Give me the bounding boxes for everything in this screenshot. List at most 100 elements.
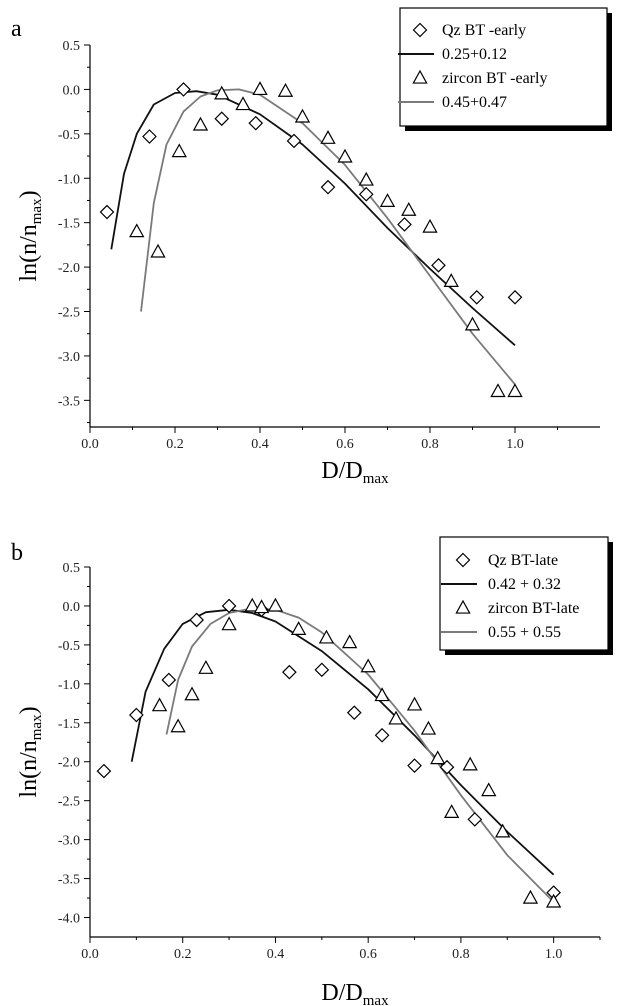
legend-triangle-marker — [412, 69, 428, 84]
y-tick-label: -1.0 — [58, 678, 80, 693]
triangle-marker — [341, 634, 358, 649]
legend-label: 0.45+0.47 — [442, 94, 507, 111]
x-tick-label: 0.8 — [452, 947, 470, 962]
diamond-marker — [431, 257, 446, 273]
diamond-marker — [346, 705, 362, 721]
triangle-marker — [267, 597, 284, 612]
panel-label: a — [11, 16, 22, 42]
triangle-marker — [360, 658, 376, 673]
y-tick-label: 0.5 — [63, 561, 81, 576]
y-tick-label: -1.0 — [58, 172, 80, 187]
triangle-marker — [253, 599, 270, 614]
legend-box — [399, 7, 608, 127]
triangle-marker — [192, 116, 209, 131]
legend: Qz BT-late 0.42 + 0.32 zircon BT-late 0.55 … — [439, 536, 613, 655]
legend-label: Qz BT -early — [442, 22, 526, 39]
panel-label: b — [11, 540, 23, 566]
triangle-marker — [198, 660, 214, 674]
legend-label: 0.42 + 0.32 — [488, 576, 561, 593]
y-tick-label: 0.0 — [63, 83, 81, 98]
y-axis-title-main: ln(n/n — [16, 740, 42, 797]
triangle-marker — [443, 273, 459, 287]
triangle-marker — [422, 218, 438, 233]
x-tick-label: 0.0 — [81, 437, 99, 452]
triangle-marker — [277, 82, 294, 97]
x-axis-title: D/Dmax — [321, 980, 389, 1006]
diamond-marker — [161, 672, 177, 688]
x-axis-title-main: D/D — [321, 980, 362, 1006]
diamond-marker — [129, 707, 144, 723]
y-axis-title-close: ) — [16, 706, 42, 714]
triangle-marker — [129, 223, 145, 238]
x-tick-label: 0.0 — [81, 947, 99, 962]
y-axis-title: ln(n/nmax) — [16, 190, 45, 281]
legend-label: 0.25+0.12 — [442, 46, 507, 63]
fit-curve — [130, 608, 555, 876]
triangle-marker — [171, 143, 187, 158]
y-tick-label: -1.5 — [58, 217, 80, 232]
y-axis-title: ln(n/nmax) — [16, 706, 45, 797]
x-tick-label: 0.2 — [174, 947, 192, 962]
legend: Qz BT -early 0.25+0.12 zircon BT -early 0.4… — [398, 7, 612, 131]
y-tick-label: 0.5 — [63, 39, 81, 54]
triangle-marker — [290, 621, 307, 635]
y-tick-label: -2.0 — [58, 261, 80, 276]
fit-curve — [140, 88, 516, 385]
triangle-marker — [464, 316, 481, 331]
x-tick-label: 0.2 — [166, 437, 184, 452]
x-tick-label: 0.4 — [251, 437, 269, 452]
triangle-marker — [374, 687, 390, 702]
legend-label: Qz BT-late — [488, 552, 558, 569]
diamond-marker — [407, 758, 422, 773]
diamond-marker — [467, 812, 483, 827]
x-tick-label: 0.4 — [267, 947, 285, 962]
x-tick-label: 0.6 — [359, 947, 377, 962]
diamond-marker — [214, 111, 230, 127]
triangle-marker — [388, 710, 404, 725]
diamond-marker — [314, 662, 330, 678]
fit-curve — [165, 607, 555, 903]
y-axis-title-close: ) — [16, 190, 42, 198]
x-axis-title: D/Dmax — [321, 458, 389, 487]
diamond-marker — [189, 612, 204, 628]
legend-label: zircon BT -early — [442, 70, 547, 87]
triangle-marker — [406, 696, 423, 711]
diamond-marker — [286, 133, 302, 149]
triangle-marker — [490, 383, 506, 398]
diamond-marker — [221, 598, 237, 614]
triangle-marker — [244, 597, 260, 612]
y-tick-label: -2.5 — [58, 795, 80, 810]
triangle-marker — [318, 629, 335, 644]
x-axis-title-main: D/D — [321, 458, 362, 484]
diamond-marker — [96, 763, 112, 779]
panel-b: 0.0 0.2 0.4 0.6 0.8 1.0 0.5 0.0 -0.5 -1.0 -1.5 -2.0… — [11, 536, 613, 1006]
legend-label: zircon BT-late — [488, 600, 579, 617]
triangle-marker — [522, 889, 539, 904]
y-tick-label: 0.0 — [63, 600, 81, 615]
triangle-marker — [481, 782, 497, 797]
diamond-marker — [99, 204, 115, 220]
triangle-marker — [545, 893, 562, 908]
y-tick-label: -0.5 — [58, 128, 80, 143]
diamond-marker — [507, 289, 523, 305]
y-tick-label: -3.5 — [58, 394, 80, 409]
legend-diamond-marker — [412, 22, 428, 38]
y-tick-label: -3.5 — [58, 873, 80, 888]
x-tick-label: 1.0 — [506, 437, 524, 452]
y-tick-label: -3.0 — [58, 350, 80, 365]
triangle-marker — [420, 720, 437, 735]
y-tick-label: -0.5 — [58, 639, 80, 654]
panel-a: 0.0 0.2 0.4 0.6 0.8 1.0 0.5 0.0 -0.5 -1.0 -1.5 -2.0… — [11, 7, 612, 487]
triangle-marker — [430, 750, 446, 765]
diamond-marker — [397, 217, 412, 232]
triangle-marker — [150, 243, 166, 258]
legend-triangle-marker — [455, 599, 471, 614]
y-axis-title-sub: max — [29, 714, 45, 740]
triangle-marker — [443, 804, 460, 819]
diamond-marker — [374, 727, 390, 743]
y-tick-label: -2.0 — [58, 756, 80, 771]
diamond-marker — [248, 115, 264, 131]
y-tick-label: -4.0 — [58, 912, 80, 927]
diamond-marker — [469, 289, 485, 305]
diamond-marker — [176, 82, 191, 97]
